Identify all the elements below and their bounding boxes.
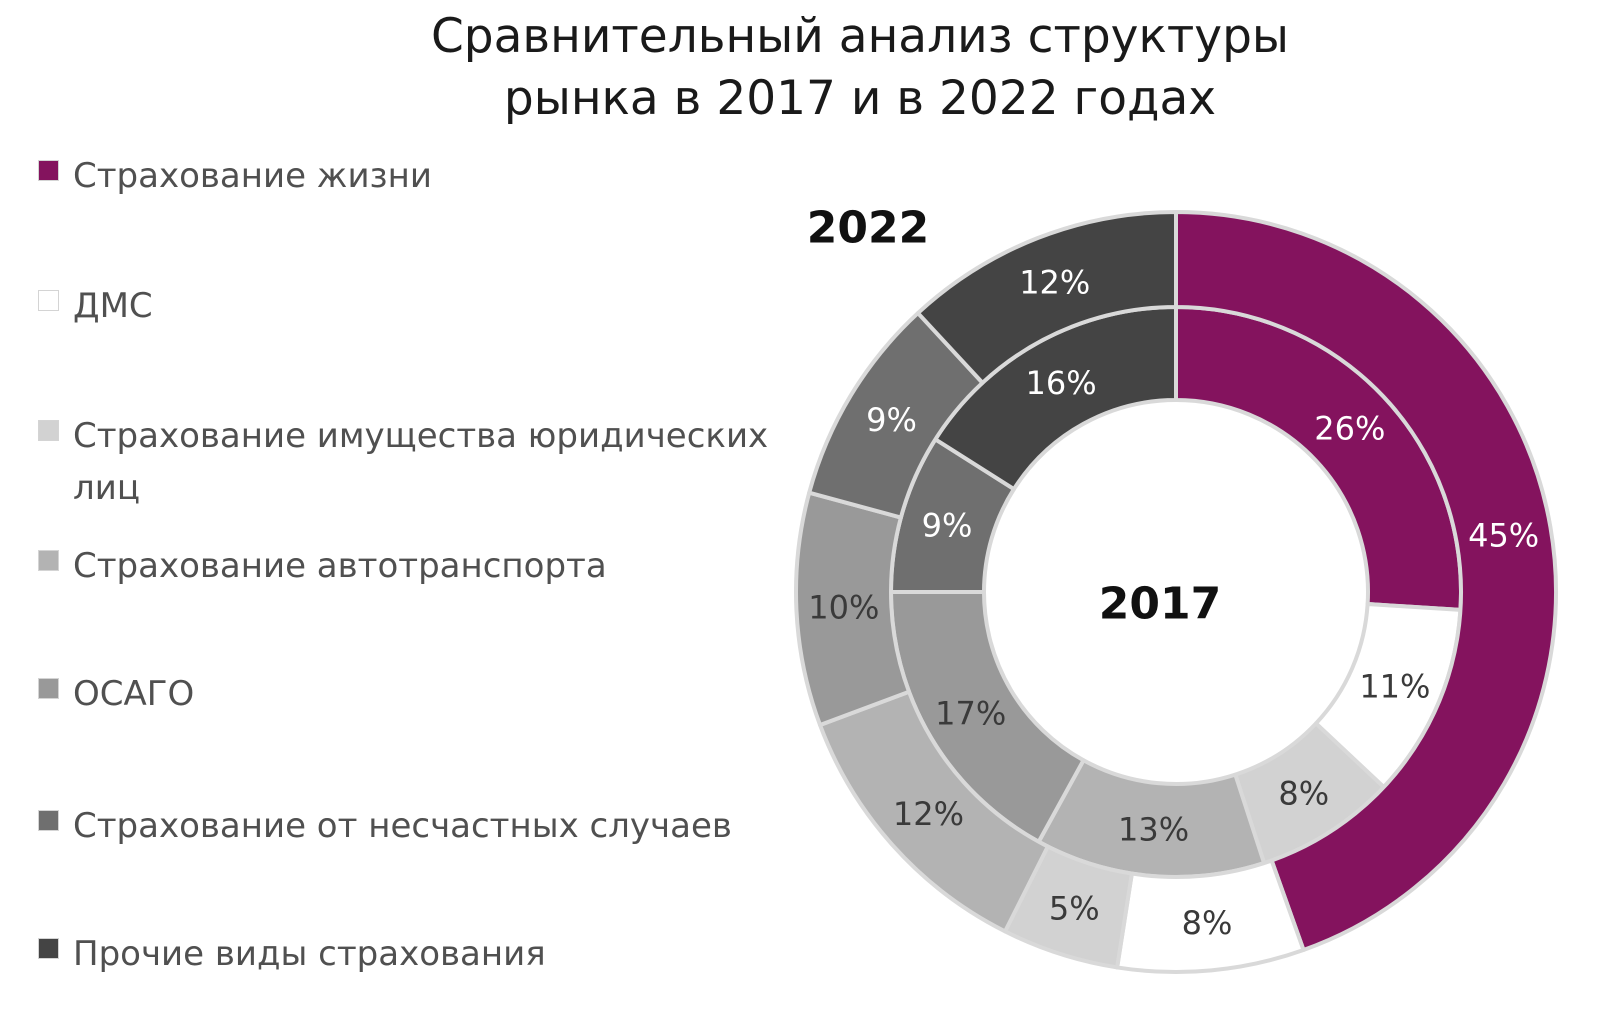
- legend-item-other: Прочие виды страхования: [38, 928, 818, 980]
- data-label-2017-dms: 11%: [1359, 668, 1430, 706]
- slice-2022-life: [1174, 210, 1559, 952]
- legend-swatch-auto: [38, 550, 59, 571]
- data-label-2017-property: 8%: [1278, 774, 1329, 812]
- data-label-2022-other: 12%: [1019, 263, 1090, 301]
- slice-2022-other: [915, 210, 1178, 385]
- legend-item-osago: ОСАГО: [38, 668, 818, 720]
- data-label-2017-life: 26%: [1314, 410, 1385, 448]
- data-label-2022-dms: 8%: [1182, 904, 1233, 942]
- chart-title: Сравнительный анализ структуры рынка в 2…: [300, 6, 1420, 130]
- legend-swatch-osago: [38, 678, 59, 699]
- legend-label-other: Прочие виды страхования: [73, 934, 546, 974]
- legend-swatch-property: [38, 420, 59, 441]
- data-label-2017-osago: 17%: [935, 694, 1006, 732]
- legend-item-property: Страхование имущества юридических лиц: [38, 410, 818, 514]
- year-label-2017: 2017: [1099, 579, 1221, 630]
- legend-label-osago: ОСАГО: [73, 674, 195, 714]
- legend-item-auto: Страхование автотранспорта: [38, 540, 818, 592]
- legend-swatch-dms: [38, 290, 59, 311]
- data-label-2022-life: 45%: [1468, 516, 1539, 554]
- donut-labels: 26% 11% 8% 13% 17% 9% 16% 45% 8% 5% 12% 10% 9% 12% 201…: [807, 203, 1539, 943]
- legend-label-life: Страхование жизни: [73, 156, 432, 196]
- legend-swatch-accident: [38, 810, 59, 831]
- data-label-2022-auto: 12%: [893, 795, 964, 833]
- legend-label-accident: Страхование от несчастных случаев: [73, 806, 732, 846]
- legend-label-property: Страхование имущества юридических лиц: [73, 416, 769, 508]
- data-label-2022-osago: 10%: [808, 589, 879, 627]
- legend-label-dms: ДМС: [73, 286, 153, 326]
- data-label-2017-accident: 9%: [922, 506, 973, 544]
- legend-item-dms: ДМС: [38, 280, 818, 332]
- donut-rings: [794, 210, 1559, 974]
- data-label-2022-property: 5%: [1049, 890, 1100, 928]
- data-label-2022-accident: 9%: [866, 401, 917, 439]
- year-label-2022: 2022: [807, 203, 929, 254]
- data-label-2017-other: 16%: [1026, 364, 1097, 402]
- legend-item-accident: Страхование от несчастных случаев: [38, 800, 818, 852]
- legend-item-life: Страхование жизни: [38, 150, 818, 202]
- legend-swatch-other: [38, 938, 59, 959]
- chart-title-line-1: Сравнительный анализ структуры: [430, 9, 1290, 64]
- data-label-2017-auto: 13%: [1118, 810, 1189, 848]
- legend-swatch-life: [38, 160, 59, 181]
- legend-label-auto: Страхование автотранспорта: [73, 546, 607, 586]
- chart-title-line-2: рынка в 2017 и в 2022 годах: [503, 71, 1217, 126]
